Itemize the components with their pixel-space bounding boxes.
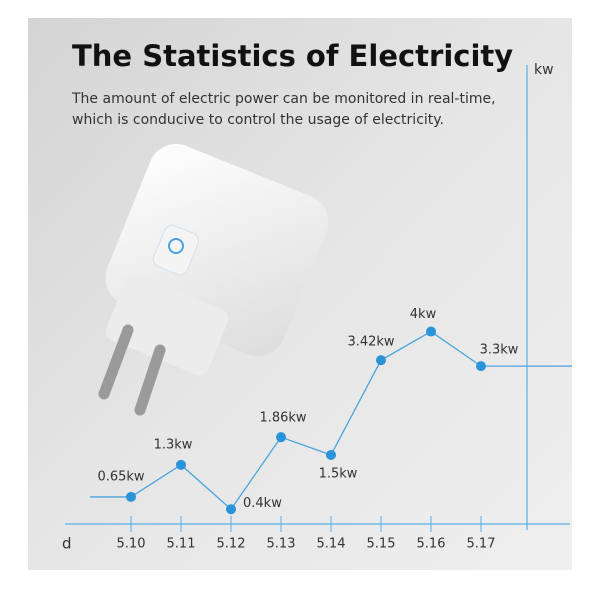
- point: [176, 459, 186, 470]
- value-label: 4kw: [410, 307, 437, 322]
- x-tick-label: 5.15: [367, 537, 396, 552]
- point: [376, 355, 386, 366]
- x-tick-label: 5.12: [217, 537, 246, 552]
- x-tick-label: 5.13: [267, 537, 296, 552]
- point: [226, 504, 236, 515]
- x-axis-label: d: [62, 535, 72, 553]
- point: [426, 326, 436, 337]
- line: [130, 330, 482, 511]
- y-axis-label: kw: [534, 62, 554, 78]
- value-label: 1.3kw: [154, 437, 193, 452]
- value-label: 0.4kw: [243, 496, 282, 511]
- title: The Statistics of Electricity: [72, 39, 513, 73]
- value-label: 1.5kw: [319, 466, 358, 481]
- subtitle-line: The amount of electric power can be moni…: [71, 91, 496, 107]
- x-tick-label: 5.10: [117, 537, 146, 552]
- point: [476, 361, 486, 372]
- point: [326, 449, 336, 460]
- x-tick-label: 5.14: [317, 537, 346, 552]
- x-tick-label: 5.11: [167, 537, 196, 552]
- value-label: 3.3kw: [480, 343, 519, 358]
- point: [276, 432, 286, 443]
- plug-image: [98, 144, 329, 416]
- value-label: 0.65kw: [97, 469, 144, 484]
- value-label: 3.42kw: [347, 335, 394, 350]
- subtitle-line: which is conducive to control the usage …: [72, 112, 444, 128]
- value-label: 1.86kw: [259, 411, 306, 426]
- x-tick-label: 5.16: [417, 537, 446, 552]
- point: [126, 491, 136, 502]
- x-tick-label: 5.17: [467, 537, 496, 552]
